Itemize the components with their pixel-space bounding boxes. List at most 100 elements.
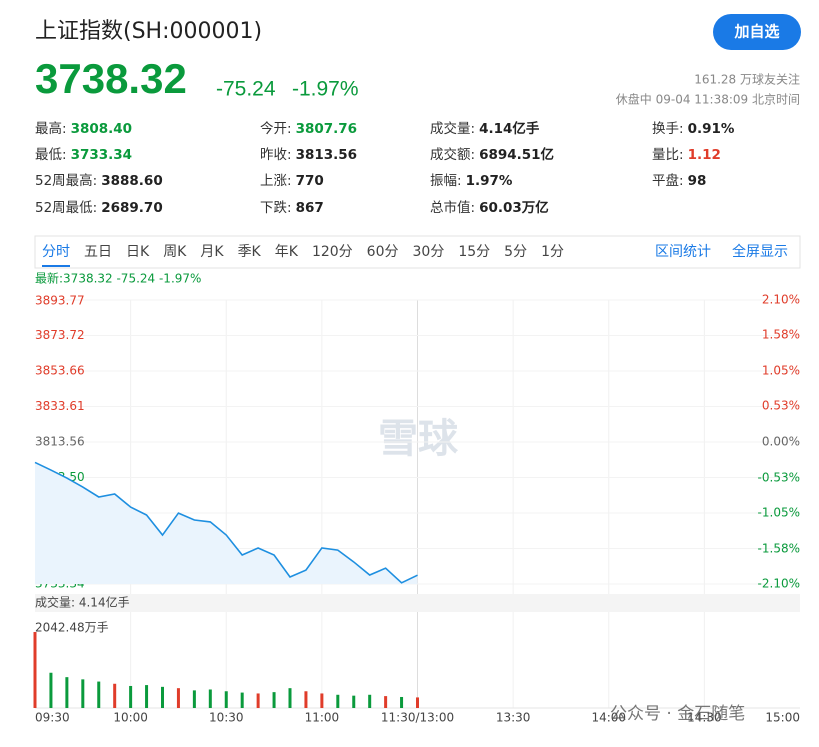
- stat-value: 3813.56: [296, 147, 358, 163]
- y2-tick-label: -2.10%: [758, 577, 800, 591]
- status: 休盘中 09-04 11:38:09 北京时间: [616, 92, 800, 107]
- x-tick-label: 14:00: [591, 711, 626, 725]
- tab[interactable]: 五日: [84, 244, 112, 260]
- x-tick-label: 10:30: [209, 711, 244, 725]
- volume-bar: [320, 693, 324, 708]
- stat-label: 52周最低:: [35, 200, 97, 216]
- tab[interactable]: 30分: [413, 244, 445, 260]
- y2-tick-label: 2.10%: [762, 293, 800, 307]
- stat-value: 867: [296, 200, 324, 216]
- tool[interactable]: 区间统计: [655, 244, 711, 260]
- stat-label: 总市值:: [430, 199, 475, 216]
- y2-tick-label: 1.05%: [762, 364, 800, 378]
- volume-bar: [97, 681, 101, 708]
- price-line: [34, 461, 418, 584]
- volume-bar: [240, 692, 244, 708]
- tab[interactable]: 120分: [312, 244, 353, 260]
- x-tick-label: 10:00: [113, 711, 148, 725]
- x-tick-label: 14:30: [687, 711, 722, 725]
- price-area: [35, 462, 418, 584]
- x-tick-label: 15:00: [765, 711, 800, 725]
- y2-tick-label: -1.58%: [758, 541, 800, 555]
- stat-label: 振幅:: [430, 173, 462, 189]
- stat: 成交量: 4.14亿手: [430, 120, 540, 137]
- volume-bar: [288, 688, 292, 708]
- tab[interactable]: 月K: [200, 244, 224, 260]
- volume-bar: [272, 692, 276, 708]
- tab[interactable]: 60分: [367, 244, 399, 260]
- stat-label: 最高:: [35, 120, 67, 137]
- stat-value: 6894.51亿: [479, 146, 554, 163]
- stat: 平盘: 98: [652, 172, 706, 189]
- tool[interactable]: 全屏显示: [732, 243, 788, 260]
- price: 3738.32: [35, 55, 187, 102]
- stat: 下跌: 867: [260, 200, 324, 216]
- followers: 161.28 万球友关注: [694, 72, 800, 87]
- volume-bar: [33, 631, 37, 708]
- stat: 换手: 0.91%: [652, 121, 735, 137]
- y2-tick-label: 1.58%: [762, 328, 800, 342]
- stat: 总市值: 60.03万亿: [430, 199, 549, 216]
- change-pct: -1.97%: [292, 78, 359, 101]
- tab[interactable]: 1分: [541, 244, 564, 260]
- stat-label: 52周最高:: [35, 172, 97, 189]
- volume-band: [35, 594, 800, 612]
- tab[interactable]: 分时: [42, 244, 70, 260]
- stat-value: 770: [296, 173, 324, 189]
- tab[interactable]: 15分: [458, 244, 490, 260]
- tab[interactable]: 周K: [163, 244, 187, 260]
- y-tick-label: 3813.56: [35, 434, 85, 448]
- stat-value: 3733.34: [71, 147, 133, 163]
- volume-bar: [336, 694, 340, 708]
- tab[interactable]: 日K: [126, 244, 150, 260]
- volume-bar: [176, 688, 180, 708]
- y-tick-label: 3893.77: [35, 294, 85, 308]
- stat-value: 3888.60: [101, 173, 163, 189]
- volume-bar: [161, 686, 164, 708]
- stat: 量比: 1.12: [652, 147, 721, 163]
- stat-value: 3808.40: [71, 121, 133, 137]
- volume-bar: [65, 677, 69, 708]
- footer-watermark: 公众号 · 金石随笔: [610, 704, 745, 724]
- stat-label: 上涨:: [260, 173, 292, 189]
- volume-bar: [352, 695, 356, 708]
- y2-tick-label: -0.53%: [758, 470, 800, 484]
- stat-value: 1.97%: [466, 173, 513, 189]
- tab[interactable]: 季K: [238, 244, 262, 260]
- y2-tick-label: -1.05%: [758, 506, 800, 520]
- volume-bar: [49, 672, 53, 708]
- add-button-label[interactable]: 加自选: [733, 23, 779, 41]
- x-tick-label: 09:30: [35, 711, 70, 725]
- volume-bar: [368, 694, 372, 708]
- volume-bar: [208, 689, 212, 708]
- volume-tick-label: 2042.48万手: [35, 621, 109, 635]
- stat-value: 1.12: [688, 147, 721, 163]
- stat-value: 0.91%: [688, 121, 735, 137]
- stat: 最高: 3808.40: [35, 120, 132, 137]
- stat: 今开: 3807.76: [260, 121, 357, 137]
- volume-bar: [224, 691, 228, 708]
- stat-label: 平盘:: [652, 172, 684, 189]
- title: 上证指数(SH:000001): [35, 19, 262, 44]
- tab-bar: [34, 235, 801, 269]
- volume-bar: [129, 685, 133, 708]
- stat-value: 98: [688, 173, 707, 189]
- tab[interactable]: 年K: [275, 244, 299, 260]
- x-tick-label: 13:30: [496, 711, 531, 725]
- tab[interactable]: 5分: [504, 244, 527, 260]
- stat-label: 成交量:: [430, 120, 475, 137]
- stat: 上涨: 770: [260, 173, 324, 189]
- watermark: 雪球: [378, 416, 459, 462]
- stat: 成交额: 6894.51亿: [430, 146, 554, 163]
- stat-label: 量比:: [652, 147, 684, 163]
- volume-bar: [81, 679, 85, 708]
- volume-bar: [192, 690, 196, 708]
- y-tick-label: 3853.66: [35, 364, 85, 378]
- y2-tick-label: 0.53%: [762, 399, 800, 413]
- stat-label: 成交额:: [430, 146, 475, 163]
- stat-label: 今开:: [260, 121, 292, 137]
- volume-label: 成交量: 4.14亿手: [35, 595, 130, 610]
- add-button[interactable]: [713, 14, 801, 50]
- y-tick-label: 3833.61: [35, 399, 85, 413]
